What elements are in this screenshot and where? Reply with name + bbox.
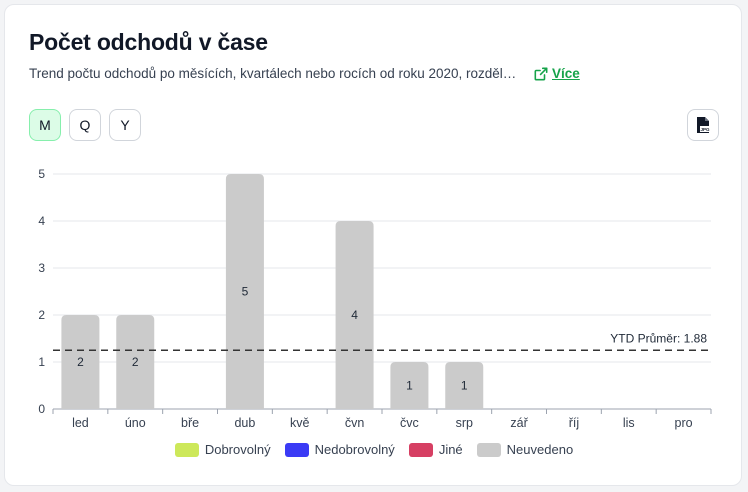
legend-label: Neuvedeno [506, 442, 574, 457]
legend-item[interactable]: Nedobrovolný [284, 442, 395, 457]
bar [61, 315, 100, 409]
bar-value-label: 1 [461, 379, 468, 393]
bar [335, 221, 374, 409]
more-link-label: Více [552, 66, 580, 81]
period-month-button[interactable]: M [29, 109, 61, 141]
y-tick-label: 3 [38, 261, 45, 275]
export-jpg-button[interactable]: JPG [687, 109, 719, 141]
bar-value-label: 2 [77, 355, 84, 369]
chart-card: Počet odchodů v čase Trend počtu odchodů… [4, 4, 742, 486]
bar-chart: 0 1 2 3 4 5 led úno bře dub kvě čvn čvc srp zář říj lis p… [38, 167, 712, 430]
jpg-file-icon: JPG [697, 117, 710, 133]
y-tick-label: 2 [38, 308, 45, 322]
x-tick-label: srp [456, 416, 473, 430]
legend-label: Jiné [438, 442, 463, 457]
x-tick-label: úno [125, 416, 146, 430]
x-tick-label: led [72, 416, 89, 430]
bar [390, 362, 429, 409]
x-tick-label: říj [569, 416, 579, 430]
y-tick-label: 0 [38, 402, 45, 416]
more-link[interactable]: Více [534, 66, 580, 81]
legend-label: Nedobrovolný [314, 442, 395, 457]
x-tick-label: dub [234, 416, 255, 430]
legend-item[interactable]: Neuvedeno [476, 442, 574, 457]
legend-label: Dobrovolný [204, 442, 271, 457]
x-tick-label: lis [623, 416, 635, 430]
bar [445, 362, 484, 409]
ytd-average-label: YTD Průměr: 1.88 [610, 331, 707, 345]
page-title: Počet odchodů v čase [29, 29, 268, 55]
bar [116, 315, 155, 409]
legend-swatch [174, 442, 199, 457]
legend-item[interactable]: Dobrovolný [174, 442, 271, 457]
period-year-button[interactable]: Y [109, 109, 141, 141]
y-tick-label: 1 [38, 355, 45, 369]
chart-legend: Dobrovolný Nedobrovolný Jiné Neuvedeno [5, 442, 743, 457]
y-tick-label: 4 [38, 214, 45, 228]
external-link-icon [534, 67, 548, 80]
x-tick-label: kvě [290, 416, 310, 430]
period-quarter-button[interactable]: Q [69, 109, 101, 141]
legend-swatch [284, 442, 309, 457]
legend-swatch [476, 442, 501, 457]
x-tick-label: bře [181, 416, 199, 430]
x-tick-label: pro [675, 416, 693, 430]
bar-value-label: 1 [406, 379, 413, 393]
bar-value-label: 2 [132, 355, 139, 369]
chart-subtitle: Trend počtu odchodů po měsících, kvartál… [29, 66, 517, 81]
y-tick-label: 5 [38, 167, 45, 181]
bar-value-label: 4 [351, 308, 358, 322]
x-tick-label: čvn [345, 416, 365, 430]
legend-swatch [408, 442, 433, 457]
jpg-file-icon-label: JPG [700, 127, 710, 132]
x-tick-label: zář [510, 416, 528, 430]
x-tick-label: čvc [400, 416, 419, 430]
bar-value-label: 5 [242, 285, 249, 299]
legend-item[interactable]: Jiné [408, 442, 463, 457]
